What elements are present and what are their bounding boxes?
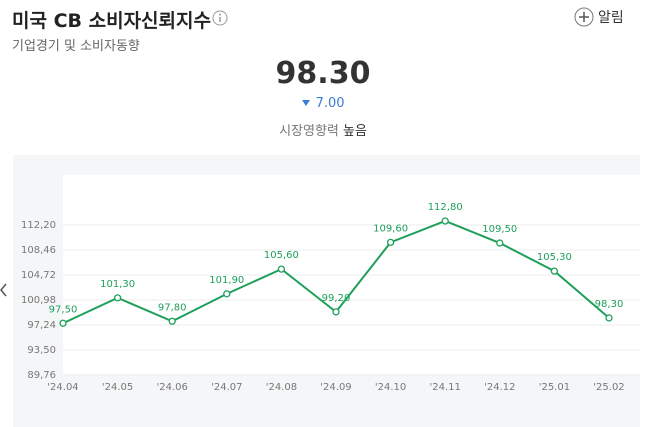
point: [332, 308, 340, 316]
x-tick-label: '24.10: [375, 382, 406, 393]
point: [441, 217, 449, 225]
data-label: 109,60: [373, 223, 408, 234]
subtitle: 기업경기 및 소비자동향: [12, 39, 140, 54]
x-tick-label: '24.07: [211, 382, 242, 393]
data-label: 105,60: [264, 250, 299, 261]
data-label: 109,50: [482, 224, 517, 235]
x-tick-label: '24.06: [157, 382, 188, 393]
point: [550, 267, 559, 275]
y-tick-label: 89,76: [27, 370, 56, 381]
x-tick-label: '24.11: [430, 382, 461, 393]
data-label: 98,30: [595, 299, 624, 310]
down-triangle: [302, 100, 311, 106]
point: [386, 238, 395, 247]
y-tick-label: 97,24: [27, 320, 56, 331]
change: 7.00: [0, 96, 646, 111]
data-label: 112,80: [428, 202, 463, 213]
data-label: 97,50: [49, 304, 78, 315]
point: [277, 265, 286, 273]
x-tick-label: '24.09: [320, 382, 351, 393]
influence-label: 시장영향력: [279, 124, 339, 139]
change-value: 7.00: [315, 96, 345, 111]
alert-button[interactable]: 알림: [574, 7, 624, 27]
y-tick-label: 93,50: [27, 345, 56, 356]
x-tick-label: '25.01: [539, 382, 570, 393]
data-label: 101,90: [209, 275, 244, 286]
current-value: 98.30: [275, 56, 371, 91]
point: [605, 314, 613, 322]
plus-icon: [574, 7, 594, 27]
title: 미국 CB 소비자신뢰지수: [12, 10, 211, 32]
x-tick-label: '24.05: [102, 382, 133, 393]
x-tick-label: '24.04: [47, 382, 78, 393]
alert-label: 알림: [598, 10, 624, 26]
y-tick-label: 108,46: [21, 245, 56, 256]
data-label: 97,80: [158, 302, 187, 313]
x-tick-label: '24.12: [484, 382, 515, 393]
influence-level: 높음: [343, 124, 367, 139]
y-tick-label: 104,72: [21, 270, 56, 281]
x-tick-label: '24.08: [266, 382, 297, 393]
data-label: 99,20: [322, 293, 351, 304]
data-label: 105,30: [537, 252, 572, 263]
x-tick-label: '25.02: [593, 382, 624, 393]
point: [168, 317, 176, 325]
point: [113, 294, 122, 302]
info-icon[interactable]: [212, 10, 228, 26]
y-tick-label: 112,20: [21, 220, 56, 231]
influence: 시장영향력 높음: [0, 120, 646, 139]
point: [223, 290, 231, 298]
prev-arrow[interactable]: [0, 283, 7, 297]
data-label: 101,30: [100, 279, 135, 290]
point: [59, 319, 67, 327]
point: [496, 239, 504, 247]
y-tick-label: 100,98: [21, 295, 56, 306]
